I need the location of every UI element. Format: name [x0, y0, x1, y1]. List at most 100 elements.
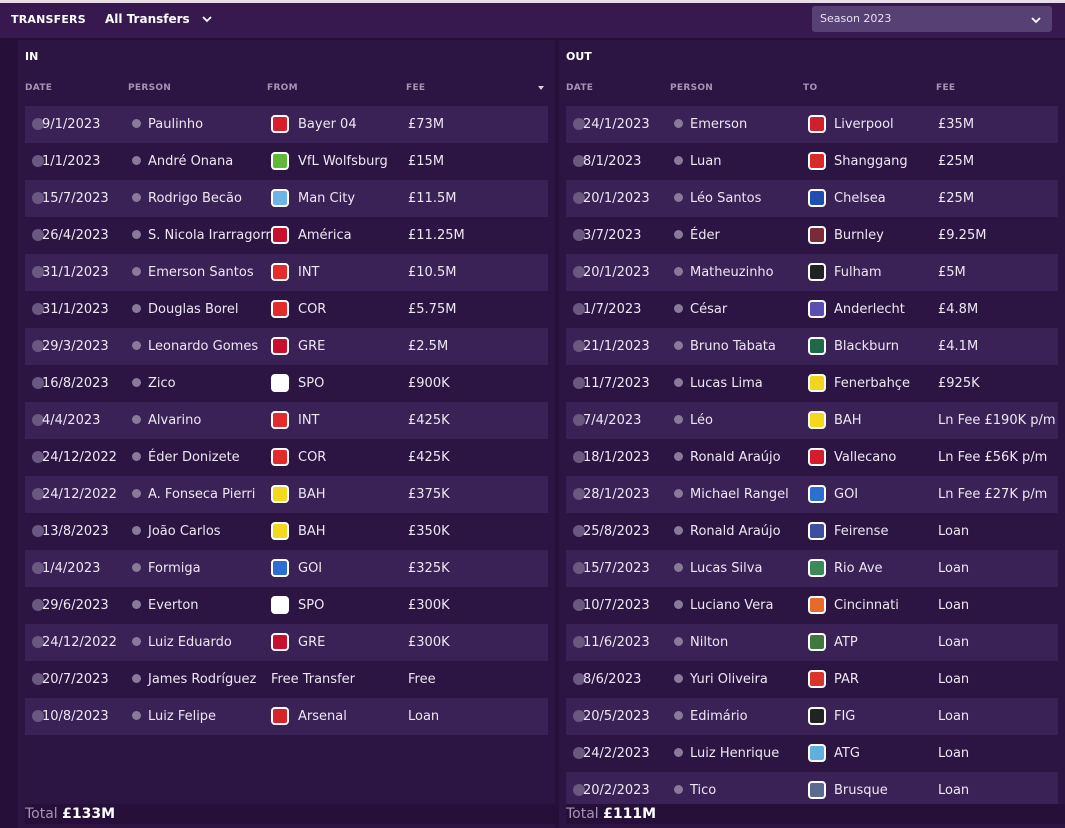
club[interactable]: FIG [834, 709, 856, 724]
transfer-row[interactable]: 1/1/2023 André Onana VfL Wolfsburg £15M [25, 143, 548, 180]
transfer-row[interactable]: 7/4/2023 Léo BAH Ln Fee £190K p/m [566, 402, 1058, 439]
club[interactable]: Anderlecht [834, 302, 905, 317]
club[interactable]: PAR [834, 672, 859, 687]
transfer-row[interactable]: 20/2/2023 Tico Brusque Loan [566, 772, 1058, 809]
person[interactable]: Tico [690, 783, 717, 798]
person[interactable]: Luiz Henrique [690, 746, 780, 761]
transfer-row[interactable]: 10/7/2023 Luciano Vera Cincinnati Loan [566, 587, 1058, 624]
column-header[interactable]: PERSON [128, 83, 172, 93]
person[interactable]: Yuri Oliveira [690, 672, 768, 687]
club[interactable]: Cincinnati [834, 598, 899, 613]
club[interactable]: INT [298, 265, 320, 280]
club[interactable]: Rio Ave [834, 561, 883, 576]
club[interactable]: ATP [834, 635, 858, 650]
transfer-row[interactable]: 1/7/2023 César Anderlecht £4.8M [566, 291, 1058, 328]
person[interactable]: Rodrigo Becão [148, 191, 242, 206]
transfer-row[interactable]: 24/1/2023 Emerson Liverpool £35M [566, 106, 1058, 143]
club[interactable]: Fenerbahçe [834, 376, 910, 391]
club[interactable]: Free Transfer [271, 672, 355, 687]
transfer-row[interactable]: 15/7/2023 Rodrigo Becão Man City £11.5M [25, 180, 548, 217]
person[interactable]: Leonardo Gomes [148, 339, 259, 354]
person[interactable]: Ronald Araújo [690, 524, 781, 539]
club[interactable]: Vallecano [834, 450, 897, 465]
person[interactable]: Nilton [690, 635, 729, 650]
club[interactable]: ATG [834, 746, 860, 761]
transfer-row[interactable]: 28/1/2023 Michael Rangel GOI Ln Fee £27K p/… [566, 476, 1058, 513]
transfer-row[interactable]: 20/5/2023 Edimário FIG Loan [566, 698, 1058, 735]
person[interactable]: Paulinho [148, 117, 204, 132]
transfer-row[interactable]: 20/1/2023 Matheuzinho Fulham £5M [566, 254, 1058, 291]
transfer-row[interactable]: 11/6/2023 Nilton ATP Loan [566, 624, 1058, 661]
club[interactable]: Bayer 04 [298, 117, 357, 132]
club[interactable]: Burnley [834, 228, 884, 243]
club[interactable]: GRE [298, 339, 326, 354]
person[interactable]: Luciano Vera [690, 598, 774, 613]
person[interactable]: James Rodríguez [148, 672, 257, 687]
club[interactable]: COR [298, 302, 327, 317]
person[interactable]: Bruno Tabata [690, 339, 776, 354]
club[interactable]: GRE [298, 635, 326, 650]
person[interactable]: Emerson [690, 117, 748, 132]
transfer-row[interactable]: 26/4/2023 S. Nicola Irarragorri América £11… [25, 217, 548, 254]
person[interactable]: Luiz Felipe [148, 709, 217, 724]
person[interactable]: Emerson Santos [148, 265, 254, 280]
club[interactable]: BAH [298, 487, 326, 502]
club[interactable]: BAH [298, 524, 326, 539]
column-header[interactable]: TO [803, 83, 818, 93]
transfer-row[interactable]: 16/8/2023 Zico SPO £900K [25, 365, 548, 402]
person[interactable]: Ronald Araújo [690, 450, 781, 465]
person[interactable]: João Carlos [148, 524, 221, 539]
transfer-row[interactable]: 20/1/2023 Léo Santos Chelsea £25M [566, 180, 1058, 217]
transfer-row[interactable]: 24/12/2022 Luiz Eduardo GRE £300K [25, 624, 548, 661]
person[interactable]: Douglas Borel [148, 302, 239, 317]
transfer-row[interactable]: 29/3/2023 Leonardo Gomes GRE £2.5M [25, 328, 548, 365]
transfer-row[interactable]: 11/7/2023 Lucas Lima Fenerbahçe £925K [566, 365, 1058, 402]
club[interactable]: COR [298, 450, 327, 465]
transfer-row[interactable]: 31/1/2023 Emerson Santos INT £10.5M [25, 254, 548, 291]
person[interactable]: André Onana [148, 154, 234, 169]
transfer-row[interactable]: 3/7/2023 Éder Burnley £9.25M [566, 217, 1058, 254]
person[interactable]: Zico [148, 376, 176, 391]
transfer-row[interactable]: 24/12/2022 Éder Donizete COR £425K [25, 439, 548, 476]
club[interactable]: Fulham [834, 265, 882, 280]
transfer-row[interactable]: 25/8/2023 Ronald Araújo Feirense Loan [566, 513, 1058, 550]
club[interactable]: SPO [298, 376, 325, 391]
column-header[interactable]: DATE [566, 83, 594, 93]
column-header[interactable]: DATE [25, 83, 53, 93]
transfer-row[interactable]: 18/1/2023 Ronald Araújo Vallecano Ln Fee £5… [566, 439, 1058, 476]
person[interactable]: César [690, 302, 728, 317]
transfer-row[interactable]: 31/1/2023 Douglas Borel COR £5.75M [25, 291, 548, 328]
person[interactable]: Luiz Eduardo [148, 635, 232, 650]
transfer-row[interactable]: 20/7/2023 James Rodríguez Free Transfer Fre… [25, 661, 548, 698]
club[interactable]: Man City [298, 191, 356, 206]
person[interactable]: Lucas Lima [690, 376, 763, 391]
club[interactable]: VfL Wolfsburg [298, 154, 388, 169]
transfer-row[interactable]: 15/7/2023 Lucas Silva Rio Ave Loan [566, 550, 1058, 587]
club[interactable]: Feirense [834, 524, 889, 539]
club[interactable]: Chelsea [834, 191, 886, 206]
transfer-row[interactable]: 29/6/2023 Everton SPO £300K [25, 587, 548, 624]
column-header[interactable]: FROM [267, 83, 298, 93]
season-dropdown[interactable]: Season 2023 [812, 6, 1052, 32]
transfer-row[interactable]: 9/1/2023 Paulinho Bayer 04 £73M [25, 106, 548, 143]
person[interactable]: Everton [148, 598, 199, 613]
person[interactable]: Matheuzinho [690, 265, 774, 280]
transfer-row[interactable]: 10/8/2023 Luiz Felipe Arsenal Loan [25, 698, 548, 735]
person[interactable]: Éder Donizete [148, 450, 240, 465]
club[interactable]: Arsenal [298, 709, 347, 724]
column-header[interactable]: FEE [936, 83, 956, 93]
club[interactable]: GOI [298, 561, 323, 576]
person[interactable]: Formiga [148, 561, 201, 576]
club[interactable]: INT [298, 413, 320, 428]
column-header[interactable]: FEE [406, 83, 426, 93]
person[interactable]: Luan [690, 154, 722, 169]
transfer-row[interactable]: 24/12/2022 A. Fonseca Pierri BAH £375K [25, 476, 548, 513]
column-header[interactable]: PERSON [670, 83, 714, 93]
person[interactable]: Alvarino [148, 413, 202, 428]
transfer-row[interactable]: 13/8/2023 João Carlos BAH £350K [25, 513, 548, 550]
filter-dropdown[interactable]: All Transfers [105, 12, 212, 26]
club[interactable]: Brusque [834, 783, 888, 798]
club[interactable]: BAH [834, 413, 862, 428]
transfer-row[interactable]: 1/4/2023 Formiga GOI £325K [25, 550, 548, 587]
club[interactable]: SPO [298, 598, 325, 613]
